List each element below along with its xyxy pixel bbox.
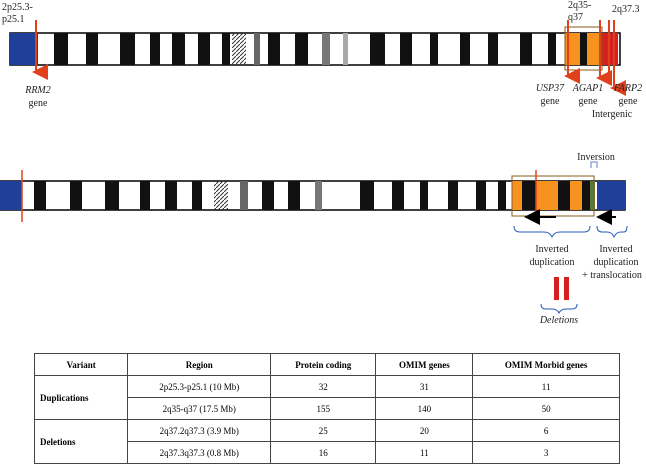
event-label: duplication bbox=[530, 257, 575, 268]
table-cell: 25 bbox=[270, 419, 377, 442]
header-cell: OMIM genes bbox=[375, 353, 474, 376]
top-chromosome bbox=[9, 20, 626, 96]
region-label: 2q35- bbox=[568, 0, 591, 11]
gene-name: FARP2 bbox=[613, 83, 642, 94]
header-cell: Variant bbox=[33, 353, 129, 376]
region-label: q37 bbox=[568, 12, 583, 23]
header-cell: OMIM Morbid genes bbox=[472, 353, 620, 376]
diagram: 2p25.3- p25.1 2q35- q37 2q37.3 RRM2 gene… bbox=[0, 0, 642, 326]
table-row: Duplications 2p25.3-p25.1 (10 Mb) 32 31 11 bbox=[33, 375, 620, 420]
table-cell: 31 bbox=[375, 375, 474, 398]
gene-name: RRM2 bbox=[24, 85, 51, 96]
table-cell: 50 bbox=[472, 397, 620, 420]
table-cell: 32 bbox=[270, 375, 377, 398]
table-cell: 16 bbox=[270, 441, 377, 464]
intergenic-label: Intergenic bbox=[592, 109, 633, 120]
gene-label: gene bbox=[579, 96, 598, 107]
gene-label: gene bbox=[619, 96, 638, 107]
deletions-label: Deletions bbox=[539, 315, 578, 326]
region-label: p25.1 bbox=[2, 14, 25, 25]
table-row: 2q37.3q37.3 (0.8 Mb) 16 11 3 bbox=[35, 441, 620, 464]
table-cell: 2q37.3q37.3 (0.8 Mb) bbox=[127, 441, 272, 464]
header-cell: Region bbox=[127, 353, 272, 376]
gene-label: gene bbox=[541, 96, 560, 107]
table-cell: 2q37.2q37.3 (3.9 Mb) bbox=[127, 419, 272, 442]
inversion-label: Inversion bbox=[577, 152, 615, 163]
table-body: Duplications 2p25.3-p25.1 (10 Mb) 32 31 11 2q… bbox=[33, 375, 620, 464]
header-cell: Protein coding bbox=[270, 353, 377, 376]
variant-cell: Deletions bbox=[33, 419, 129, 464]
event-label: + translocation bbox=[582, 270, 642, 281]
band-label: 2q37.3 bbox=[612, 4, 640, 15]
event-label: Inverted bbox=[535, 244, 568, 255]
table-row: Deletions 2q37.2q37.3 (3.9 Mb) 25 20 6 bbox=[33, 419, 620, 464]
gene-name: AGAP1 bbox=[572, 83, 604, 94]
variant-cell: Duplications bbox=[33, 375, 129, 420]
table-cell: 2p25.3-p25.1 (10 Mb) bbox=[127, 375, 272, 398]
gene-label: gene bbox=[29, 98, 48, 109]
header-row: Variant Region Protein coding OMIM genes OMI… bbox=[33, 353, 620, 376]
table-cell: 2q35-q37 (17.5 Mb) bbox=[127, 397, 272, 420]
region-label: 2p25.3- bbox=[2, 2, 33, 13]
table-cell: 140 bbox=[375, 397, 474, 420]
table-cell: 3 bbox=[472, 441, 620, 464]
bottom-chromosome bbox=[0, 161, 628, 315]
event-label: Inverted bbox=[599, 244, 632, 255]
gene-name: USP37 bbox=[536, 83, 565, 94]
table-cell: 11 bbox=[375, 441, 474, 464]
event-label: duplication bbox=[594, 257, 639, 268]
table-cell: 20 bbox=[375, 419, 474, 442]
table-cell: 11 bbox=[472, 375, 620, 398]
table-cell: 6 bbox=[472, 419, 620, 442]
summary-table: Variant Region Protein coding OMIM genes OMI… bbox=[33, 353, 620, 464]
table-cell: 155 bbox=[270, 397, 377, 420]
